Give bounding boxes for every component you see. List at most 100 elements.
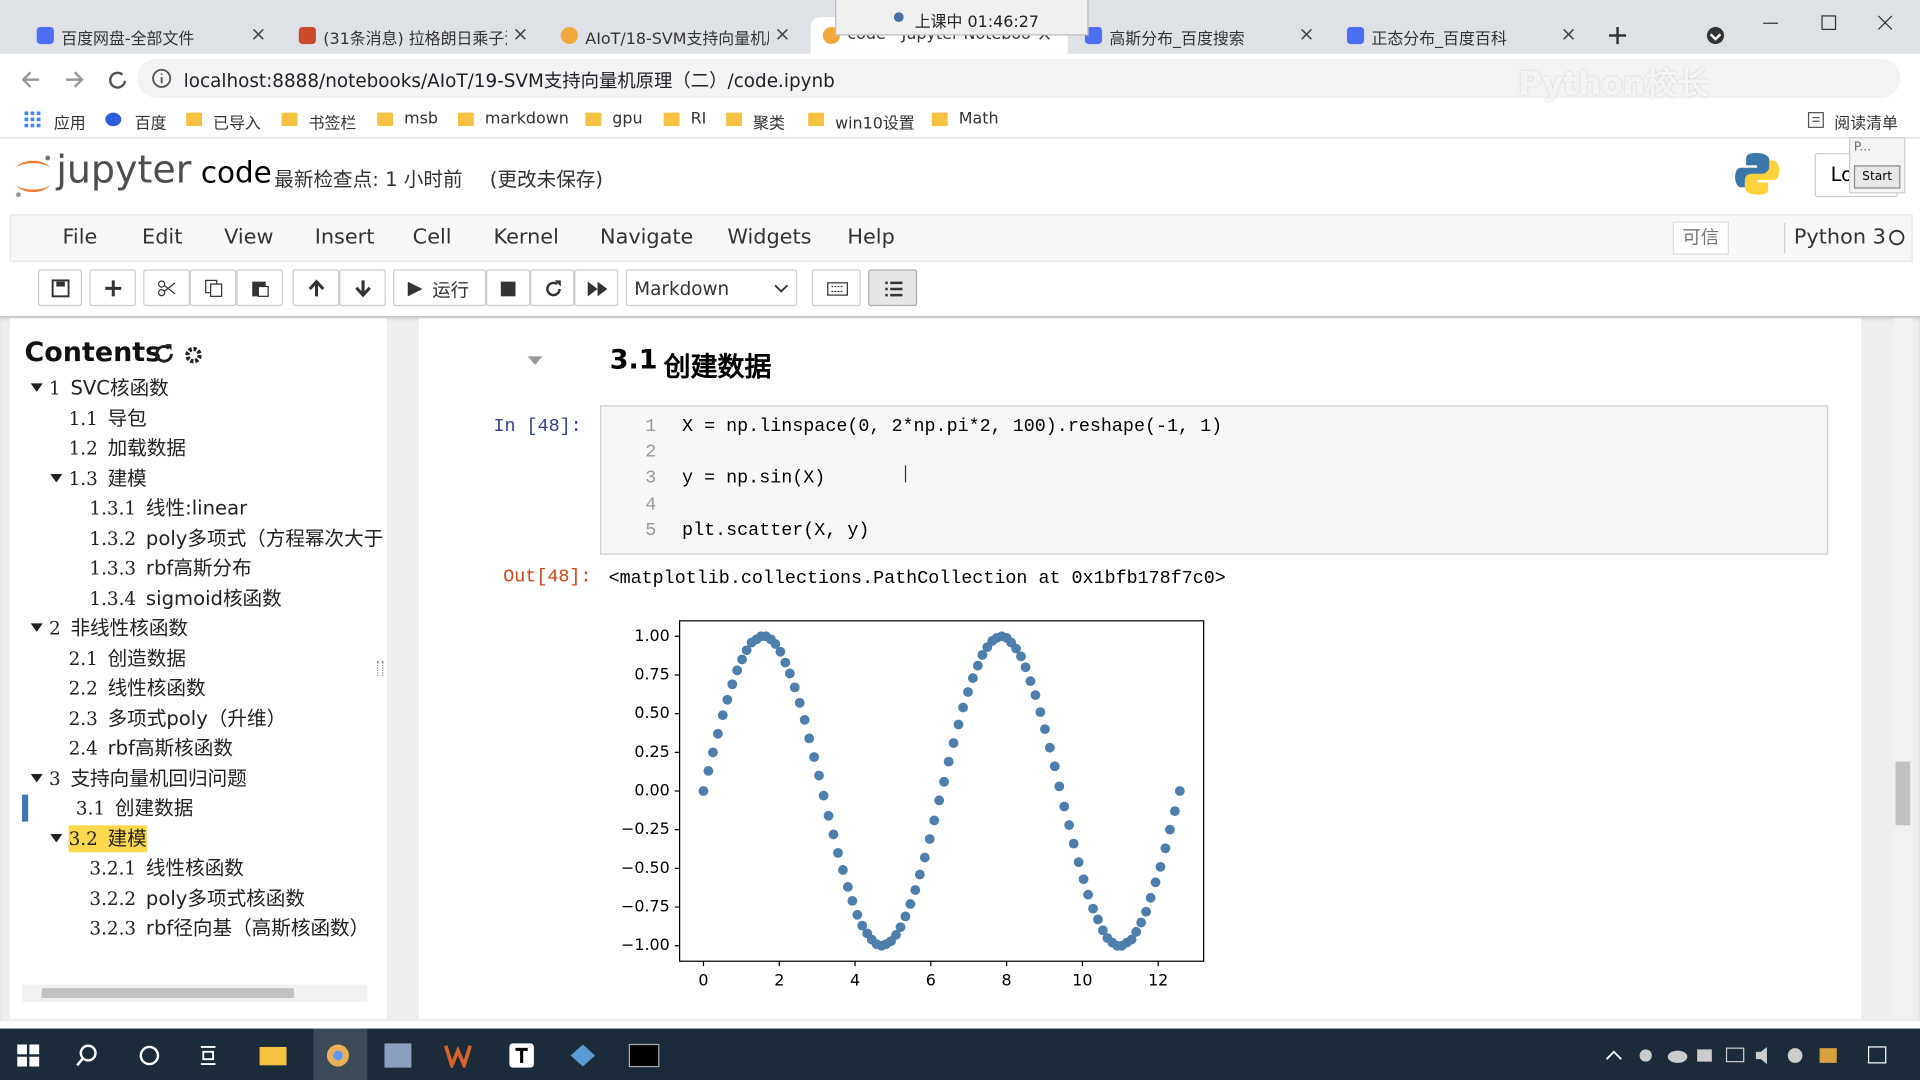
toc-item[interactable]: 3.2.1 线性核函数 bbox=[89, 855, 244, 882]
toc-scrollbar[interactable] bbox=[22, 984, 368, 1002]
point bbox=[1011, 643, 1021, 654]
interrupt-button[interactable] bbox=[486, 269, 531, 307]
toc-item[interactable]: 3 支持向量机回归问题 bbox=[49, 765, 247, 792]
toc-item[interactable]: 1.3.4 sigmoid核函数 bbox=[89, 585, 281, 612]
bookmark[interactable]: Math bbox=[958, 110, 999, 129]
toc-item[interactable]: 2.3 多项式poly（升维） bbox=[69, 705, 287, 732]
toc-item[interactable]: 3.2.3 rbf径向基（高斯核函数） bbox=[89, 915, 369, 942]
tab-close[interactable] bbox=[252, 28, 264, 40]
menu-item[interactable]: Cell bbox=[412, 225, 452, 250]
menu-item[interactable]: Edit bbox=[142, 225, 183, 250]
bookmarks-bar: 阅读清单 应用 百度 已导入 书签栏 msb markdown gpu RI 聚类 win10设置… bbox=[0, 102, 1920, 139]
close-icon bbox=[514, 28, 526, 40]
toggle-arrow bbox=[30, 383, 43, 392]
toc-item[interactable]: 3.1 创建数据 bbox=[76, 795, 193, 822]
omnibox[interactable] bbox=[137, 58, 1901, 98]
logo-text[interactable]: jupyter bbox=[56, 148, 192, 193]
menu-item[interactable]: View bbox=[224, 225, 274, 250]
move-up-button[interactable] bbox=[292, 269, 340, 307]
menu-item[interactable]: Help bbox=[847, 225, 895, 250]
toc-item[interactable]: 2.1 创造数据 bbox=[69, 645, 186, 672]
toc-item[interactable]: 2.2 线性核函数 bbox=[69, 675, 206, 702]
tab[interactable]: 百度网盘-全部文件 bbox=[24, 17, 281, 54]
move-down-button[interactable] bbox=[339, 269, 386, 307]
tab[interactable]: 正态分布_百度百科 bbox=[1335, 17, 1592, 54]
bookmark[interactable]: win10设置 bbox=[835, 115, 915, 134]
page-scrollbar[interactable] bbox=[1893, 318, 1913, 1019]
code-cell[interactable]: 1 2 3 4 5 X = np.linspace(0, 2*np.pi*2, 100).… bbox=[600, 405, 1829, 555]
tab-search[interactable] bbox=[1704, 24, 1726, 46]
menu-item[interactable]: Navigate bbox=[600, 225, 694, 250]
menu-item[interactable]: Kernel bbox=[493, 225, 559, 250]
run-button[interactable]: 运行 bbox=[393, 269, 487, 307]
toc-toggle[interactable] bbox=[50, 473, 63, 483]
run-label[interactable]: 运行 bbox=[432, 279, 469, 302]
bookmark[interactable]: 聚类 bbox=[753, 115, 785, 134]
toc-toggle[interactable] bbox=[50, 833, 63, 843]
toc-item[interactable]: 3.2.2 poly多项式核函数 bbox=[89, 885, 305, 912]
cut-button[interactable] bbox=[143, 269, 190, 307]
toc-toggle[interactable] bbox=[30, 623, 43, 633]
tab-close[interactable] bbox=[776, 28, 788, 40]
circle-part bbox=[157, 288, 166, 297]
icon bbox=[587, 281, 608, 297]
resize-handle[interactable] bbox=[377, 661, 384, 676]
tab[interactable]: (31条消息) 拉格朗日乘子法 bbox=[287, 17, 544, 54]
bookmark[interactable]: gpu bbox=[612, 110, 643, 129]
menu-item[interactable]: File bbox=[62, 225, 98, 250]
taskbar-icons[interactable] bbox=[17, 1043, 678, 1068]
toc-item[interactable]: 1.2 加载数据 bbox=[69, 435, 186, 462]
reading-list[interactable]: 阅读清单 bbox=[1834, 115, 1898, 134]
start-button[interactable]: Start bbox=[1853, 165, 1901, 189]
toc-button[interactable] bbox=[868, 269, 918, 307]
tab-close[interactable] bbox=[514, 28, 526, 40]
run-all-button[interactable] bbox=[574, 269, 619, 307]
bookmark[interactable]: 已导入 bbox=[213, 115, 261, 134]
toc-toggle[interactable] bbox=[30, 383, 43, 393]
copy-button[interactable] bbox=[189, 269, 237, 307]
bookmark[interactable]: 百度 bbox=[134, 115, 167, 134]
insert-button[interactable] bbox=[89, 269, 136, 307]
bookmark[interactable]: RI bbox=[690, 110, 707, 129]
tab[interactable]: 高斯分布_百度搜索 bbox=[1073, 17, 1330, 54]
bookmark[interactable]: msb bbox=[404, 110, 439, 129]
toc-item[interactable]: 1.3 建模 bbox=[69, 465, 147, 492]
bookmark[interactable]: 书签栏 bbox=[308, 115, 357, 134]
bookmark[interactable]: markdown bbox=[484, 110, 569, 129]
tab-close[interactable] bbox=[1300, 28, 1312, 40]
toc-item[interactable]: 1 SVC核函数 bbox=[49, 375, 169, 402]
toc-item[interactable]: 3.2 建模 bbox=[68, 824, 147, 852]
notebook-name[interactable]: code bbox=[200, 155, 272, 190]
tab[interactable]: AIoT/18-SVM支持向量机原 bbox=[549, 17, 806, 54]
point bbox=[794, 697, 805, 708]
scroll-thumb[interactable] bbox=[41, 988, 294, 998]
collapse-arrow[interactable] bbox=[527, 355, 544, 367]
restart-button[interactable] bbox=[530, 269, 575, 307]
tray-icons[interactable] bbox=[1604, 1043, 1910, 1067]
toc-item[interactable]: 2 非线性核函数 bbox=[49, 615, 188, 642]
scroll-thumb[interactable] bbox=[1895, 761, 1911, 826]
new-tab[interactable] bbox=[1607, 24, 1629, 46]
toc-item[interactable]: 1.1 导包 bbox=[69, 405, 147, 432]
toc-item[interactable]: 1.3.2 poly多项式（方程幂次大于 bbox=[89, 525, 383, 552]
toc-toggle[interactable] bbox=[30, 773, 43, 783]
url[interactable]: localhost:8888/notebooks/AIoT/19-SVM支持向量… bbox=[183, 69, 835, 92]
window-controls[interactable] bbox=[1758, 10, 1905, 37]
cell-type[interactable]: Markdown bbox=[634, 277, 730, 301]
menu-item[interactable]: Widgets bbox=[727, 225, 812, 250]
tab-close[interactable] bbox=[1562, 28, 1575, 40]
paste-button[interactable] bbox=[236, 269, 283, 307]
toc-item[interactable]: 1.3.3 rbf高斯分布 bbox=[89, 555, 251, 582]
menu-item[interactable]: Insert bbox=[314, 225, 375, 250]
toc-item[interactable]: 1.3.1 线性:linear bbox=[89, 495, 247, 522]
trusted-indicator[interactable]: 可信 bbox=[1672, 221, 1729, 255]
nav-buttons[interactable] bbox=[22, 69, 132, 91]
active-app[interactable] bbox=[313, 1028, 368, 1080]
keyboard-button[interactable] bbox=[811, 269, 861, 307]
save-button[interactable] bbox=[37, 269, 83, 307]
toc-item[interactable]: 2.4 rbf高斯核函数 bbox=[69, 735, 233, 762]
toc-icons[interactable] bbox=[154, 343, 203, 367]
logout-label[interactable]: Lo bbox=[1830, 162, 1854, 187]
bookmark[interactable]: 应用 bbox=[53, 115, 86, 134]
cell-type-select[interactable]: Markdown bbox=[625, 269, 798, 307]
